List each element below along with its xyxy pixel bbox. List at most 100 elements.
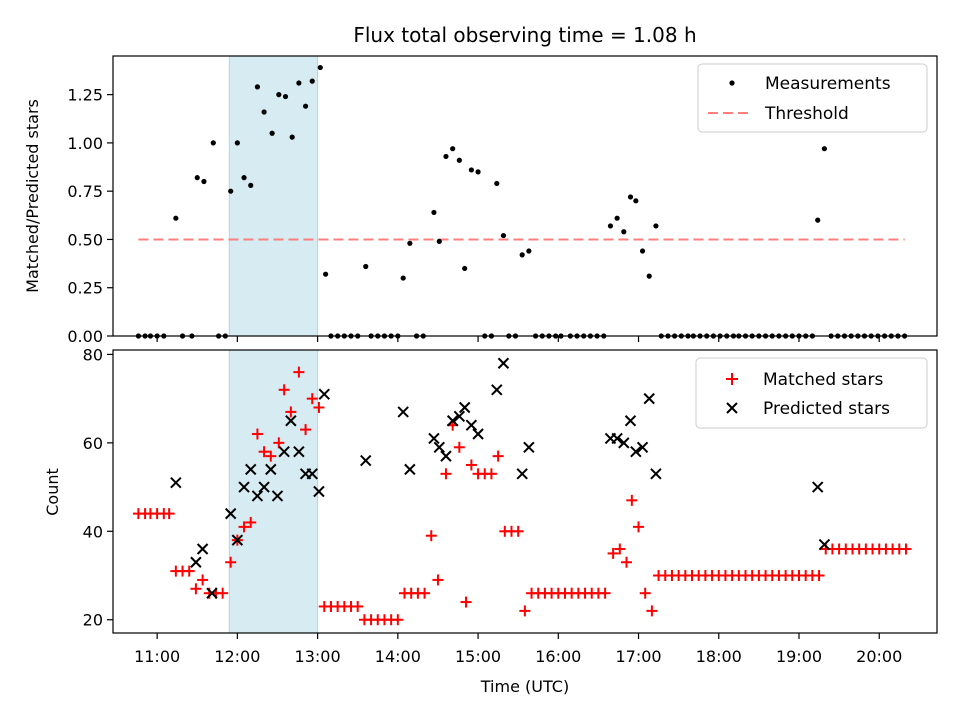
predicted-star-point: [196, 543, 209, 555]
predicted-star-point: [231, 534, 244, 546]
predicted-star-point: [285, 415, 297, 427]
measurement-point: [296, 80, 302, 86]
x-tick-label: 12:00: [214, 647, 260, 666]
measurement-point: [627, 194, 634, 200]
y-tick-label: 60: [83, 434, 103, 453]
measurement-point: [269, 130, 275, 136]
measurement-point: [309, 78, 315, 84]
predicted-star-point: [611, 432, 623, 445]
measurement-point: [282, 93, 289, 100]
measurement-point: [468, 167, 474, 173]
matched-star-point: [519, 605, 531, 617]
matched-star-point: [453, 441, 465, 453]
predicted-star-point: [643, 392, 655, 405]
measurement-point: [431, 209, 437, 216]
measurement-point: [228, 188, 234, 194]
matched-star-point: [620, 556, 632, 568]
predicted-star-point: [630, 445, 642, 458]
measurement-point: [456, 157, 462, 163]
measurement-point: [210, 140, 216, 146]
top-panel: Flux total observing time = 1.08 h 0.000…: [23, 23, 938, 346]
legend-matched-label: Matched stars: [763, 370, 883, 390]
matched-star-point: [245, 516, 257, 528]
matched-star-point: [217, 587, 229, 599]
bottom-legend: Matched stars Predicted stars: [695, 357, 928, 429]
measurement-point: [302, 103, 309, 109]
predicted-star-point: [491, 384, 503, 396]
measurement-point: [646, 273, 652, 279]
measurement-point: [261, 109, 267, 115]
matched-star-point: [285, 406, 297, 418]
y-tick-label: 20: [83, 611, 103, 630]
top-x-ticks: [156, 336, 880, 342]
top-axes-frame: [112, 55, 938, 337]
predicted-star-point: [516, 468, 528, 480]
predicted-star-point: [523, 441, 535, 453]
matched-star-point: [265, 450, 277, 462]
predicted-star-point: [446, 415, 459, 427]
matched-star-point: [485, 468, 497, 480]
measurement-point: [443, 153, 449, 160]
predicted-star-point: [650, 468, 662, 480]
measurement-point: [621, 229, 627, 235]
measurement-point: [436, 238, 442, 244]
measurement-point: [475, 169, 481, 175]
bottom-y-ticks: 20 40 60 80: [83, 345, 113, 630]
matched-star-point: [607, 547, 619, 559]
y-tick-label: 40: [83, 522, 103, 541]
matched-star-point: [251, 428, 263, 440]
predicted-star-point: [238, 481, 250, 493]
matched-star-point: [599, 587, 611, 599]
y-tick-label: 0.00: [67, 327, 103, 346]
measurement-point: [407, 240, 413, 246]
measurement-point: [363, 263, 369, 270]
bottom-x-axis-label: Time (UTC): [480, 677, 569, 696]
x-tick-label: 13:00: [295, 647, 341, 666]
predicted-star-point: [306, 468, 318, 480]
bottom-x-ticks: 11:00 12:00 13:00 14:00 15:00 16:00 17:00 18:00…: [134, 633, 902, 666]
measurement-point: [201, 178, 207, 185]
matched-star-point: [293, 366, 305, 378]
x-tick-label: 19:00: [776, 647, 822, 666]
matched-star-point: [278, 384, 290, 396]
measurement-point: [494, 180, 500, 187]
measurement-point: [248, 182, 254, 188]
predicted-star-point: [497, 357, 510, 369]
predicted-star-point: [636, 441, 649, 453]
matched-star-point: [646, 605, 658, 617]
predicted-star-point: [404, 463, 416, 476]
top-highlight-span: [228, 55, 319, 337]
measurement-point: [323, 271, 329, 277]
matched-star-point: [163, 508, 175, 520]
measurement-point: [234, 140, 240, 146]
matched-star-point: [440, 468, 452, 480]
matched-star-point: [197, 574, 209, 586]
measurement-point: [254, 84, 261, 90]
predicted-star-point: [440, 450, 452, 462]
predicted-star-point: [170, 476, 182, 489]
predicted-star-point: [472, 428, 484, 440]
measurement-point: [653, 223, 659, 229]
legend-measurements-label: Measurements: [765, 74, 891, 94]
measurement-point: [462, 265, 468, 272]
top-panel-title: Flux total observing time = 1.08 h: [353, 23, 696, 47]
x-tick-label: 17:00: [615, 647, 661, 666]
matched-star-point: [614, 543, 626, 555]
x-tick-label: 16:00: [535, 647, 581, 666]
predicted-star-point: [258, 481, 270, 493]
measurement-point: [173, 215, 179, 221]
predicted-star-point: [224, 507, 237, 520]
measurement-point: [607, 223, 614, 229]
measurement-point: [276, 92, 282, 98]
measurement-point: [633, 198, 639, 204]
predicted-star-point: [265, 463, 277, 476]
matched-star-point: [313, 401, 325, 413]
matched-star-point: [238, 521, 250, 533]
top-y-ticks: 0.00 0.25 0.50 0.75 1.00 1.25: [67, 86, 113, 346]
measurement-point: [614, 215, 620, 221]
predicted-star-point: [397, 406, 409, 418]
predicted-star-points: [170, 357, 831, 599]
measurement-point: [526, 248, 532, 254]
measurement-point: [815, 217, 821, 223]
